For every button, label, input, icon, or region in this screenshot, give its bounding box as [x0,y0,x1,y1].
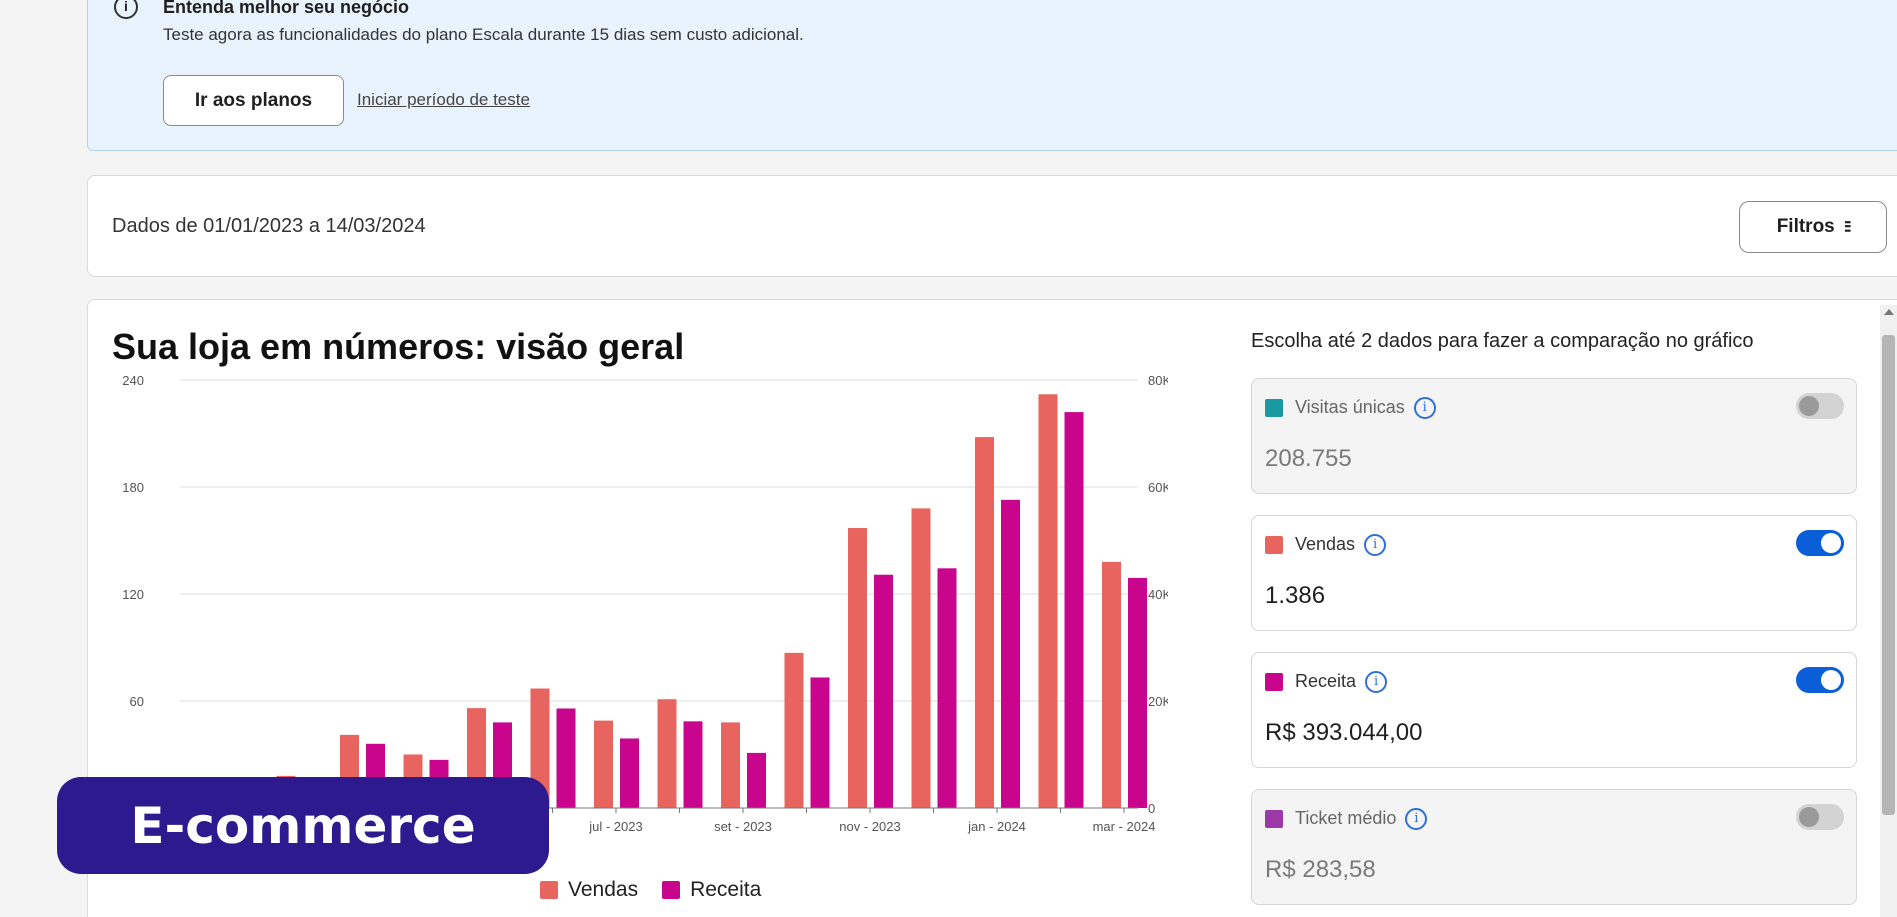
bar-receita [683,721,703,808]
right-axis-tick-label: 0 [1148,801,1155,816]
bar-receita [874,574,893,808]
date-range-text: Dados de 01/01/2023 a 14/03/2024 [112,215,426,237]
metric-label: Ticket médio i [1295,808,1428,831]
x-tick-label: set - 2023 [714,819,772,834]
page-scrollbar[interactable] [1880,305,1897,917]
legend-item-vendas[interactable]: Vendas [540,878,638,902]
metric-card-unique-visits[interactable]: Visitas únicas i 208.755 [1251,378,1857,494]
date-range-card: Dados de 01/01/2023 a 14/03/2024 Filtros… [87,175,1897,277]
bar-receita [556,708,576,808]
info-icon[interactable]: i [1413,397,1436,420]
toggle-knob [1799,396,1819,416]
legend-swatch-vendas [540,881,558,899]
metric-card-average-ticket[interactable]: Ticket médio i R$ 283,58 [1251,789,1857,905]
metric-toggle[interactable] [1796,530,1844,556]
bar-receita [1064,412,1084,808]
bar-vendas [784,652,804,808]
bar-vendas [594,720,613,808]
right-axis-tick-label: 60K [1148,480,1168,495]
metric-label: Vendas i [1295,534,1387,557]
scroll-thumb[interactable] [1882,335,1895,815]
chart-legend: Vendas Receita [540,878,761,902]
bar-vendas [1102,561,1121,808]
x-tick-label: nov - 2023 [839,819,900,834]
legend-label-vendas: Vendas [568,878,639,901]
metric-label-text: Ticket médio [1295,808,1397,828]
metric-label: Visitas únicas i [1295,397,1436,420]
metric-toggle[interactable] [1796,667,1844,693]
bar-receita [1128,577,1147,808]
left-axis-tick-label: 180 [122,480,144,495]
metric-swatch [1265,810,1283,828]
bar-receita [747,752,766,808]
bar-receita [620,738,639,808]
filters-button[interactable]: Filtros ⫶⫶⫶ [1739,201,1887,253]
bar-receita [1001,499,1020,808]
metric-swatch [1265,536,1283,554]
bar-vendas [530,688,550,808]
metric-card-sales[interactable]: Vendas i 1.386 [1251,515,1857,631]
left-axis-tick-label: 60 [130,694,144,709]
ecommerce-badge: E-commerce [57,777,549,874]
overview-title: Sua loja em números: visão geral [112,326,685,367]
compare-instructions: Escolha até 2 dados para fazer a compara… [1251,330,1754,352]
metric-value: R$ 393.044,00 [1265,719,1423,746]
metric-toggle[interactable] [1796,804,1844,830]
bar-vendas [975,437,994,808]
bar-vendas [1038,394,1058,808]
metric-value: 208.755 [1265,445,1352,472]
bar-receita [937,568,957,808]
left-axis-tick-label: 120 [122,587,144,602]
start-trial-link[interactable]: Iniciar período de teste [357,90,530,109]
bar-vendas [657,699,677,808]
info-icon: i [114,0,138,19]
info-icon[interactable]: i [1405,808,1428,831]
metric-value: 1.386 [1265,582,1326,609]
right-axis-tick-label: 40K [1148,587,1168,602]
legend-label-receita: Receita [690,878,762,901]
metric-label-text: Visitas únicas [1295,397,1405,417]
filters-label: Filtros [1776,216,1835,237]
toggle-knob [1799,807,1819,827]
legend-item-receita[interactable]: Receita [662,878,761,902]
metric-label: Receita i [1295,671,1388,694]
right-axis-tick-label: 80K [1148,373,1168,388]
x-tick-label: jul - 2023 [588,819,642,834]
scroll-up-arrow-icon[interactable] [1884,309,1894,315]
info-icon[interactable]: i [1365,671,1388,694]
x-tick-label: jan - 2024 [967,819,1026,834]
metric-value: R$ 283,58 [1265,856,1376,883]
left-axis-tick-label: 240 [122,373,144,388]
legend-swatch-receita [662,881,681,899]
metric-swatch [1265,399,1283,417]
toggle-knob [1821,670,1841,690]
bar-receita [810,677,830,808]
sliders-icon: ⫶⫶⫶ [1844,219,1851,236]
metric-swatch [1265,673,1283,691]
banner-text: Teste agora as funcionalidades do plano … [163,25,804,44]
toggle-knob [1821,533,1841,553]
right-axis-tick-label: 20K [1148,694,1168,709]
metric-card-revenue[interactable]: Receita i R$ 393.044,00 [1251,652,1857,768]
metric-label-text: Receita [1295,671,1357,691]
bar-vendas [911,508,931,808]
metric-toggle[interactable] [1796,393,1844,419]
x-tick-label: mar - 2024 [1093,819,1156,834]
trial-banner: i Entenda melhor seu negócio × Teste ago… [87,0,1897,151]
banner-title: Entenda melhor seu negócio [163,0,410,17]
bar-vendas [848,528,867,808]
bar-vendas [721,722,740,808]
go-to-plans-button[interactable]: Ir aos planos [163,75,344,126]
metric-label-text: Vendas [1295,534,1356,554]
info-icon[interactable]: i [1364,534,1387,557]
